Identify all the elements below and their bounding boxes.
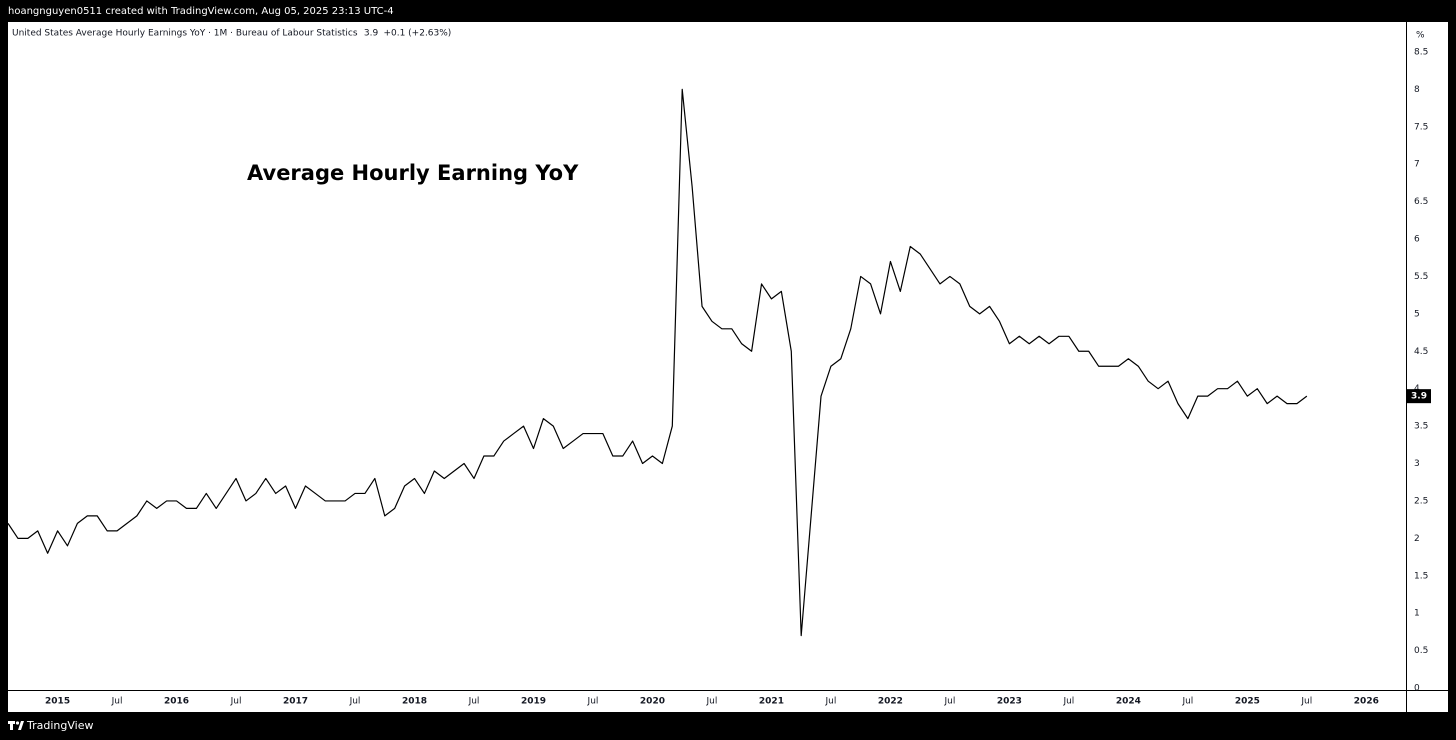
legend-value: 3.9 (364, 29, 379, 39)
x-tick-label: Jul (943, 697, 955, 707)
y-tick-label: 1 (1414, 609, 1420, 619)
chart-panel (8, 22, 1448, 712)
x-tick-label: 2026 (1354, 697, 1379, 707)
x-tick-label: Jul (230, 697, 242, 707)
y-tick-label: 1.5 (1414, 571, 1428, 581)
x-tick-label: 2025 (1235, 697, 1260, 707)
x-tick-label: Jul (349, 697, 361, 707)
x-tick-label: 2021 (759, 697, 784, 707)
y-tick-label: 4.5 (1414, 347, 1428, 357)
y-tick-label: 2 (1414, 534, 1420, 544)
footer-logo (8, 721, 24, 730)
legend-change: +0.1 (+2.63%) (383, 29, 451, 39)
x-tick-label: Jul (825, 697, 837, 707)
header-text: hoangnguyen0511 created with TradingView… (8, 6, 394, 17)
x-tick-label: 2024 (1116, 697, 1141, 707)
x-tick-label: 2016 (164, 697, 189, 707)
x-tick-label: 2019 (521, 697, 546, 707)
y-tick-label: 7.5 (1414, 122, 1428, 132)
x-tick-label: 2018 (402, 697, 427, 707)
y-tick-label: 6.5 (1414, 197, 1428, 207)
y-tick-label: 0 (1414, 684, 1420, 694)
x-tick-label: 2017 (283, 697, 308, 707)
legend-name: United States Average Hourly Earnings Yo… (12, 29, 358, 39)
last-value-label: 3.9 (1411, 392, 1427, 402)
y-unit: % (1416, 31, 1425, 41)
y-tick-label: 5 (1414, 309, 1420, 319)
y-tick-label: 8.5 (1414, 47, 1428, 57)
y-tick-label: 6 (1414, 235, 1420, 245)
x-tick-label: 2015 (45, 697, 70, 707)
footer-brand: TradingView (26, 719, 93, 732)
x-tick-label: Jul (587, 697, 599, 707)
y-tick-label: 2.5 (1414, 496, 1428, 506)
y-tick-label: 3.5 (1414, 422, 1428, 432)
x-tick-label: 2023 (997, 697, 1022, 707)
y-tick-label: 8 (1414, 85, 1420, 95)
x-tick-label: Jul (1181, 697, 1193, 707)
annotation: Average Hourly Earning YoY (247, 161, 579, 185)
x-tick-label: 2020 (640, 697, 665, 707)
x-tick-label: Jul (1062, 697, 1074, 707)
x-tick-label: Jul (1300, 697, 1312, 707)
last-value-box (1407, 389, 1431, 404)
y-tick-label: 3 (1414, 459, 1420, 469)
y-tick-label: 5.5 (1414, 272, 1428, 282)
y-tick-label: 7 (1414, 160, 1420, 170)
x-tick-label: Jul (111, 697, 123, 707)
x-tick-label: Jul (706, 697, 718, 707)
x-tick-label: 2022 (878, 697, 903, 707)
y-tick-label: 0.5 (1414, 646, 1428, 656)
series-line (7, 88, 1308, 637)
x-tick-label: Jul (468, 697, 480, 707)
